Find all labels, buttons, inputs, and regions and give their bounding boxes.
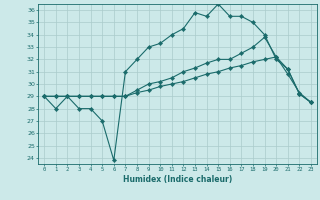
X-axis label: Humidex (Indice chaleur): Humidex (Indice chaleur) <box>123 175 232 184</box>
